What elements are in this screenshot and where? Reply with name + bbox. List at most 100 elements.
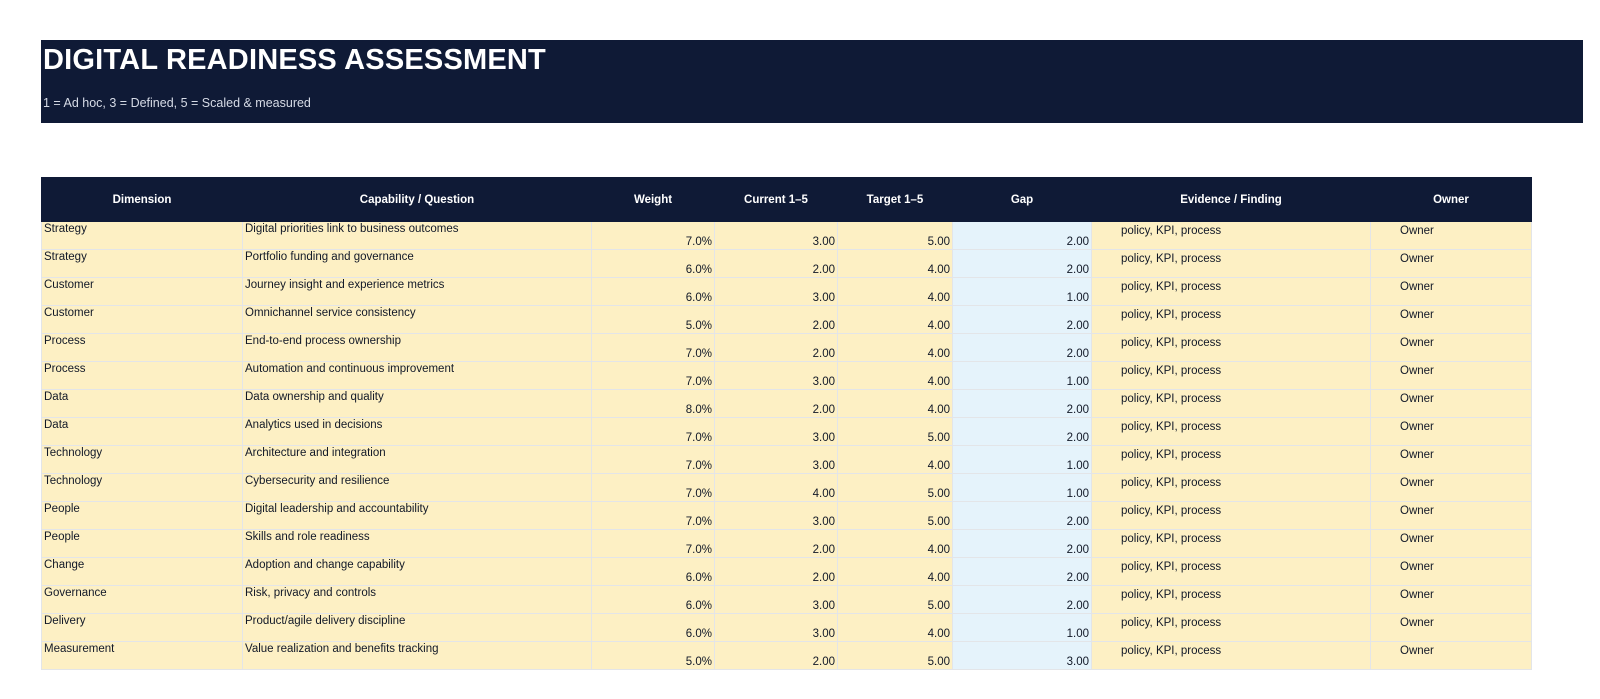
cell-gap[interactable]: 2.00 [952, 501, 1092, 530]
cell-capability[interactable]: Risk, privacy and controls [242, 585, 592, 614]
cell-owner[interactable]: Owner [1370, 529, 1532, 558]
cell-evidence[interactable]: policy, KPI, process [1091, 417, 1371, 446]
cell-owner[interactable]: Owner [1370, 613, 1532, 642]
cell-target-score[interactable]: 4.00 [837, 445, 953, 474]
cell-target-score[interactable]: 5.00 [837, 585, 953, 614]
cell-dimension[interactable]: Customer [41, 305, 243, 334]
cell-weight[interactable]: 7.0% [591, 473, 715, 502]
cell-evidence[interactable]: policy, KPI, process [1091, 473, 1371, 502]
cell-dimension[interactable]: People [41, 529, 243, 558]
cell-gap[interactable]: 1.00 [952, 361, 1092, 390]
cell-weight[interactable]: 7.0% [591, 417, 715, 446]
cell-target-score[interactable]: 4.00 [837, 613, 953, 642]
cell-gap[interactable]: 1.00 [952, 445, 1092, 474]
cell-dimension[interactable]: Strategy [41, 221, 243, 250]
cell-dimension[interactable]: Customer [41, 277, 243, 306]
cell-current-score[interactable]: 3.00 [714, 445, 838, 474]
cell-owner[interactable]: Owner [1370, 249, 1532, 278]
cell-capability[interactable]: Journey insight and experience metrics [242, 277, 592, 306]
cell-capability[interactable]: End-to-end process ownership [242, 333, 592, 362]
cell-dimension[interactable]: Governance [41, 585, 243, 614]
cell-evidence[interactable]: policy, KPI, process [1091, 613, 1371, 642]
cell-owner[interactable]: Owner [1370, 417, 1532, 446]
cell-evidence[interactable]: policy, KPI, process [1091, 305, 1371, 334]
cell-capability[interactable]: Omnichannel service consistency [242, 305, 592, 334]
cell-dimension[interactable]: Strategy [41, 249, 243, 278]
cell-current-score[interactable]: 2.00 [714, 333, 838, 362]
cell-capability[interactable]: Architecture and integration [242, 445, 592, 474]
cell-owner[interactable]: Owner [1370, 361, 1532, 390]
cell-gap[interactable]: 2.00 [952, 389, 1092, 418]
cell-evidence[interactable]: policy, KPI, process [1091, 361, 1371, 390]
cell-dimension[interactable]: Technology [41, 473, 243, 502]
cell-current-score[interactable]: 3.00 [714, 277, 838, 306]
cell-owner[interactable]: Owner [1370, 305, 1532, 334]
cell-target-score[interactable]: 4.00 [837, 333, 953, 362]
cell-current-score[interactable]: 2.00 [714, 249, 838, 278]
cell-evidence[interactable]: policy, KPI, process [1091, 641, 1371, 670]
cell-current-score[interactable]: 3.00 [714, 361, 838, 390]
cell-weight[interactable]: 6.0% [591, 585, 715, 614]
cell-owner[interactable]: Owner [1370, 585, 1532, 614]
cell-gap[interactable]: 1.00 [952, 277, 1092, 306]
cell-capability[interactable]: Digital priorities link to business outc… [242, 221, 592, 250]
cell-gap[interactable]: 2.00 [952, 529, 1092, 558]
cell-current-score[interactable]: 3.00 [714, 613, 838, 642]
cell-owner[interactable]: Owner [1370, 473, 1532, 502]
cell-weight[interactable]: 6.0% [591, 277, 715, 306]
cell-target-score[interactable]: 5.00 [837, 417, 953, 446]
cell-current-score[interactable]: 2.00 [714, 557, 838, 586]
cell-dimension[interactable]: Measurement [41, 641, 243, 670]
column-header-capability[interactable]: Capability / Question [242, 177, 592, 222]
cell-capability[interactable]: Cybersecurity and resilience [242, 473, 592, 502]
cell-dimension[interactable]: Delivery [41, 613, 243, 642]
cell-target-score[interactable]: 5.00 [837, 473, 953, 502]
cell-target-score[interactable]: 5.00 [837, 501, 953, 530]
cell-dimension[interactable]: Technology [41, 445, 243, 474]
cell-capability[interactable]: Adoption and change capability [242, 557, 592, 586]
cell-gap[interactable]: 2.00 [952, 417, 1092, 446]
cell-dimension[interactable]: Process [41, 361, 243, 390]
cell-gap[interactable]: 3.00 [952, 641, 1092, 670]
cell-owner[interactable]: Owner [1370, 641, 1532, 670]
cell-owner[interactable]: Owner [1370, 389, 1532, 418]
column-header-evidence[interactable]: Evidence / Finding [1091, 177, 1371, 222]
cell-target-score[interactable]: 4.00 [837, 305, 953, 334]
cell-gap[interactable]: 2.00 [952, 333, 1092, 362]
cell-current-score[interactable]: 3.00 [714, 221, 838, 250]
cell-evidence[interactable]: policy, KPI, process [1091, 333, 1371, 362]
cell-capability[interactable]: Data ownership and quality [242, 389, 592, 418]
cell-current-score[interactable]: 3.00 [714, 417, 838, 446]
cell-target-score[interactable]: 4.00 [837, 529, 953, 558]
cell-target-score[interactable]: 5.00 [837, 221, 953, 250]
column-header-target[interactable]: Target 1–5 [837, 177, 953, 222]
cell-weight[interactable]: 6.0% [591, 557, 715, 586]
cell-owner[interactable]: Owner [1370, 221, 1532, 250]
cell-current-score[interactable]: 2.00 [714, 389, 838, 418]
cell-weight[interactable]: 7.0% [591, 501, 715, 530]
cell-owner[interactable]: Owner [1370, 501, 1532, 530]
cell-target-score[interactable]: 4.00 [837, 361, 953, 390]
cell-evidence[interactable]: policy, KPI, process [1091, 585, 1371, 614]
cell-weight[interactable]: 7.0% [591, 361, 715, 390]
cell-gap[interactable]: 1.00 [952, 613, 1092, 642]
cell-weight[interactable]: 5.0% [591, 305, 715, 334]
cell-current-score[interactable]: 2.00 [714, 529, 838, 558]
column-header-dimension[interactable]: Dimension [41, 177, 243, 222]
cell-capability[interactable]: Digital leadership and accountability [242, 501, 592, 530]
cell-evidence[interactable]: policy, KPI, process [1091, 249, 1371, 278]
cell-weight[interactable]: 5.0% [591, 641, 715, 670]
cell-owner[interactable]: Owner [1370, 557, 1532, 586]
cell-target-score[interactable]: 4.00 [837, 389, 953, 418]
cell-dimension[interactable]: Change [41, 557, 243, 586]
cell-evidence[interactable]: policy, KPI, process [1091, 529, 1371, 558]
cell-weight[interactable]: 6.0% [591, 613, 715, 642]
cell-evidence[interactable]: policy, KPI, process [1091, 389, 1371, 418]
cell-weight[interactable]: 7.0% [591, 221, 715, 250]
cell-evidence[interactable]: policy, KPI, process [1091, 277, 1371, 306]
cell-capability[interactable]: Automation and continuous improvement [242, 361, 592, 390]
column-header-current[interactable]: Current 1–5 [714, 177, 838, 222]
cell-capability[interactable]: Portfolio funding and governance [242, 249, 592, 278]
cell-evidence[interactable]: policy, KPI, process [1091, 445, 1371, 474]
cell-dimension[interactable]: Data [41, 389, 243, 418]
